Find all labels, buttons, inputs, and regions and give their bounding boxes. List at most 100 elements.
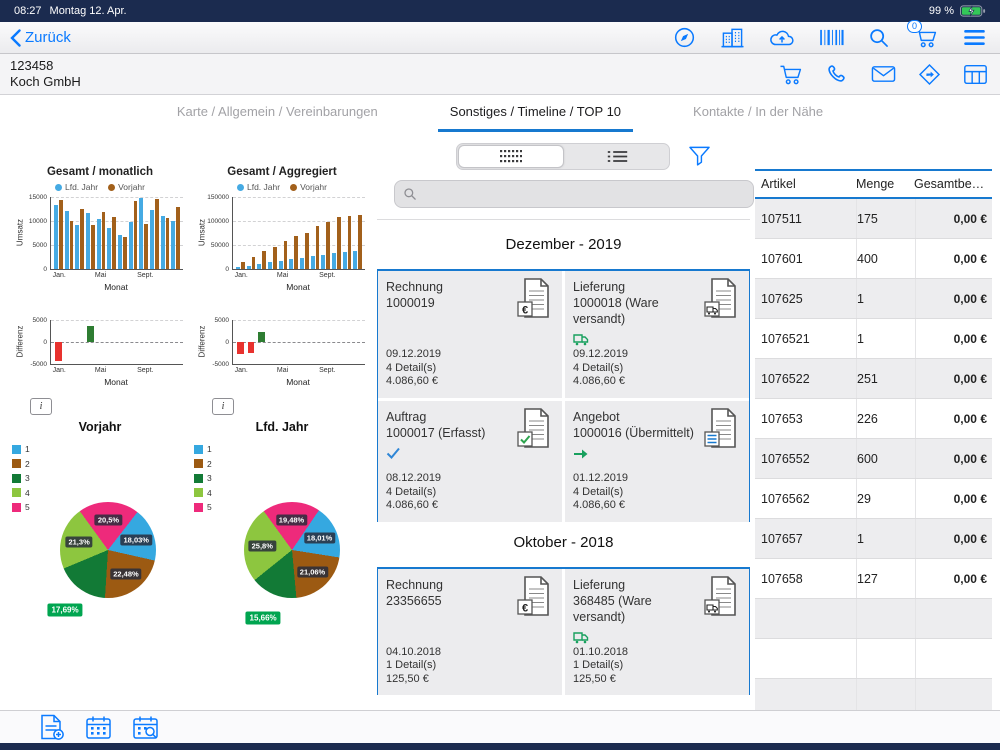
- table-row[interactable]: 107511 175 0,00 €: [755, 199, 992, 239]
- calendar-search-icon[interactable]: [132, 715, 159, 740]
- order-doc-icon: [517, 407, 555, 448]
- card-type: Rechnung: [386, 577, 443, 592]
- timeline-card[interactable]: Lieferung 1000018 (Ware versandt) 09.12.20…: [565, 271, 749, 398]
- col-gesamtbetrag: Gesamtbet…: [914, 177, 988, 191]
- timeline-cards: Rechnung 1000019 €09.12.2019 4 Detail(s) 4.0…: [377, 271, 750, 522]
- table-row[interactable]: 107653 226 0,00 €: [755, 399, 992, 439]
- card-meta: 09.12.2019 4 Detail(s) 4.086,60 €: [386, 348, 554, 389]
- customer-cart-icon[interactable]: [779, 63, 804, 86]
- table-row[interactable]: 107625 1 0,00 €: [755, 279, 992, 319]
- tab-item[interactable]: Karte / Allgemein / Vereinbarungen: [176, 104, 378, 119]
- phone-icon[interactable]: [826, 63, 849, 86]
- bar-group: [171, 197, 181, 269]
- tab-item[interactable]: Kontakte / In der Nähe: [693, 104, 824, 119]
- cloud-upload-icon[interactable]: [769, 28, 795, 48]
- card-details: 4 Detail(s): [573, 485, 624, 498]
- chart-legend: Lfd. Jahr Vorjahr: [14, 181, 186, 193]
- search-input[interactable]: [423, 185, 745, 203]
- legend-label: 2: [25, 458, 30, 469]
- bars: [51, 197, 183, 269]
- table-row[interactable]: 1076552 600 0,00 €: [755, 439, 992, 479]
- timeline-card[interactable]: Auftrag 1000017 (Erfasst) 08.12.2019 4 Deta…: [378, 400, 562, 522]
- cell-menge: 600: [857, 439, 916, 478]
- table-row[interactable]: 107601 400 0,00 €: [755, 239, 992, 279]
- new-document-icon[interactable]: [40, 714, 65, 741]
- bar: [75, 224, 80, 269]
- x-tick-label: Jan.: [52, 367, 66, 374]
- chart-plot-wrap: Umsatz 15000 10000 5000 0 Jan. Mai Sept. Monat: [14, 194, 186, 295]
- card-amount: 4.086,60 €: [573, 499, 625, 511]
- y-axis-label: Umsatz: [15, 218, 25, 247]
- legend-item: Vorjahr: [108, 182, 145, 192]
- status-bar: 08:27 Montag 12. Apr. 99 %: [0, 0, 1000, 22]
- y-tick-label: 0: [225, 338, 229, 346]
- bar: [69, 220, 74, 269]
- pie-title-lfdjahr: Lfd. Jahr: [255, 420, 309, 434]
- compass-icon[interactable]: [673, 26, 696, 49]
- pie-slice-label: 15,66%: [245, 611, 281, 625]
- card-meta: 09.12.2019 4 Detail(s) 4.086,60 €: [573, 348, 741, 389]
- battery-percent: 99 %: [928, 5, 954, 17]
- col-menge: Menge: [856, 177, 895, 191]
- timeline-card[interactable]: Rechnung 1000019 €09.12.2019 4 Detail(s) 4.0…: [378, 271, 562, 398]
- barcode-icon[interactable]: [819, 28, 844, 47]
- timeline-card[interactable]: Angebot 1000016 (Übermittelt) 01.12.2019 4 …: [565, 400, 749, 522]
- timeline-card[interactable]: Lieferung 368485 (Ware versandt) 01.10.201…: [565, 568, 749, 695]
- table-row[interactable]: 1076562 29 0,00 €: [755, 479, 992, 519]
- cell-artikel: 107625: [755, 279, 857, 318]
- calendar-icon[interactable]: [85, 715, 112, 740]
- table-row[interactable]: 1076522 251 0,00 €: [755, 359, 992, 399]
- directions-icon[interactable]: [918, 63, 941, 86]
- legend-swatch: [194, 459, 203, 468]
- view-toggle-list[interactable]: [565, 144, 669, 169]
- cell-artikel: 1076521: [755, 319, 857, 358]
- x-tick-label: Sept.: [319, 367, 336, 374]
- card-number: 1000016 (Übermittelt): [573, 425, 694, 440]
- legend-label: Vorjahr: [300, 182, 327, 192]
- table-row[interactable]: 107658 127 0,00 €: [755, 559, 992, 599]
- bar-group: [310, 197, 320, 269]
- status-time: 08:27: [14, 5, 42, 17]
- mail-icon[interactable]: [871, 64, 896, 84]
- pie-slice-label: 22,48%: [110, 568, 142, 580]
- artikel-table: Artikel Menge Gesamtbet… 107511 175 0,00 €…: [755, 169, 992, 719]
- legend-item: Vorjahr: [290, 182, 327, 192]
- search-bar: [394, 180, 754, 208]
- filter-icon[interactable]: [688, 145, 711, 166]
- cell-gesamtbetrag: 0,00 €: [953, 371, 987, 386]
- table-row[interactable]: 107657 1 0,00 €: [755, 519, 992, 559]
- pie-legend-item: 4: [12, 488, 30, 498]
- gridline: [233, 221, 365, 222]
- bar: [112, 216, 117, 269]
- x-tick-label: Jan.: [234, 272, 248, 279]
- bar-group: [160, 197, 170, 269]
- info-button[interactable]: i: [212, 398, 234, 415]
- cell-menge: 175: [857, 199, 916, 238]
- tab-item[interactable]: Sonstiges / Timeline / TOP 10: [437, 104, 634, 132]
- legend-swatch: [12, 473, 21, 483]
- info-button[interactable]: i: [30, 398, 52, 415]
- back-button[interactable]: Zurück: [10, 28, 71, 47]
- cell-artikel: [755, 599, 857, 638]
- cart-icon[interactable]: 0: [907, 20, 939, 49]
- menu-icon[interactable]: [963, 28, 986, 47]
- x-tick-label: Sept.: [137, 272, 154, 279]
- card-number: 1000018 (Ware versandt): [573, 296, 659, 326]
- y-tick-label: -5000: [212, 360, 229, 368]
- card-amount: 4.086,60 €: [573, 375, 625, 387]
- search-divider: [377, 219, 750, 220]
- legend-swatch: [12, 459, 21, 468]
- view-toggle-grid[interactable]: [458, 145, 564, 168]
- table-icon[interactable]: [963, 64, 988, 85]
- timeline-card[interactable]: Rechnung 23356655 €04.10.2018 1 Detail(s) 12…: [378, 568, 562, 695]
- delivery-doc-icon: [704, 278, 742, 318]
- bar-slot: [353, 320, 362, 364]
- table-row[interactable]: 1076521 1 0,00 €: [755, 319, 992, 359]
- bar: [122, 237, 127, 269]
- buildings-icon[interactable]: [720, 26, 745, 49]
- bottom-toolbar: [0, 710, 1000, 743]
- chart-title: Gesamt / Aggregiert: [227, 166, 337, 178]
- search-icon[interactable]: [868, 27, 890, 49]
- bar-slot: [65, 320, 74, 364]
- pie-chart-vorjahr: 20,5% 18,03% 22,48% 17,69% 21,3%: [47, 502, 156, 617]
